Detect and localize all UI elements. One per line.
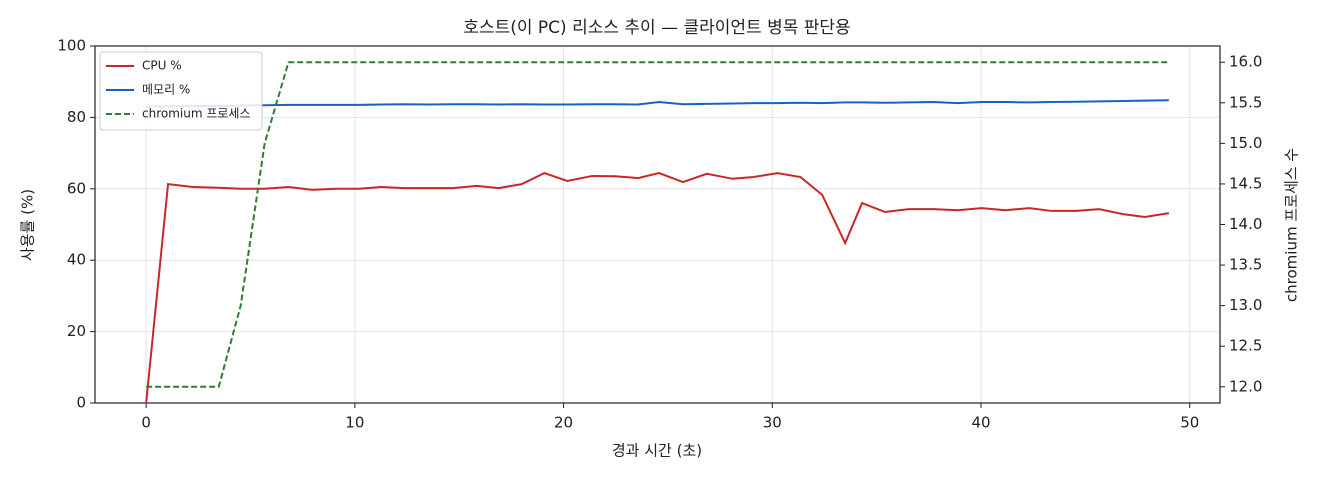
chart-title: 호스트(이 PC) 리소스 추이 — 클라이언트 병목 판단용 [463,18,850,38]
y-axis-label: 사용률 (%) [19,189,37,261]
y2-axis-label: chromium 프로세스 수 [1283,148,1301,302]
plot-frame [94,45,1221,404]
x-axis-label: 경과 시간 (초) [612,442,702,460]
y2-tick-label: 12.0 [1229,377,1262,395]
y-tick-label: 20 [67,322,86,340]
y-tick-label: 40 [67,251,86,269]
y2-tick-label: 12.5 [1229,337,1262,355]
y-tick-label: 80 [67,108,86,126]
y2-tick-label: 15.0 [1229,134,1262,152]
y2-tick-label: 14.0 [1229,215,1262,233]
x-tick-label: 10 [345,414,364,432]
y2-tick-label: 13.0 [1229,296,1262,314]
y2-tick-label: 14.5 [1229,174,1262,192]
x-tick-label: 0 [141,414,151,432]
x-tick-label: 50 [1180,414,1199,432]
legend-box [99,51,263,131]
y-tick-label: 60 [67,179,86,197]
legend-label: chromium 프로세스 [142,107,251,121]
series-line [145,172,1170,404]
x-tick-label: 30 [763,414,782,432]
y2-tick-label: 16.0 [1229,53,1262,71]
legend-label: CPU % [142,59,182,73]
y-tick-label: 100 [57,37,86,55]
y2-tick-label: 13.5 [1229,256,1262,274]
x-tick-label: 40 [971,414,990,432]
series-line [146,61,1169,388]
y2-tick-label: 15.5 [1229,93,1262,111]
series-line [146,99,1169,108]
x-tick-label: 20 [554,414,573,432]
y-tick-label: 0 [76,394,86,412]
legend-label: 메모리 % [142,83,190,97]
